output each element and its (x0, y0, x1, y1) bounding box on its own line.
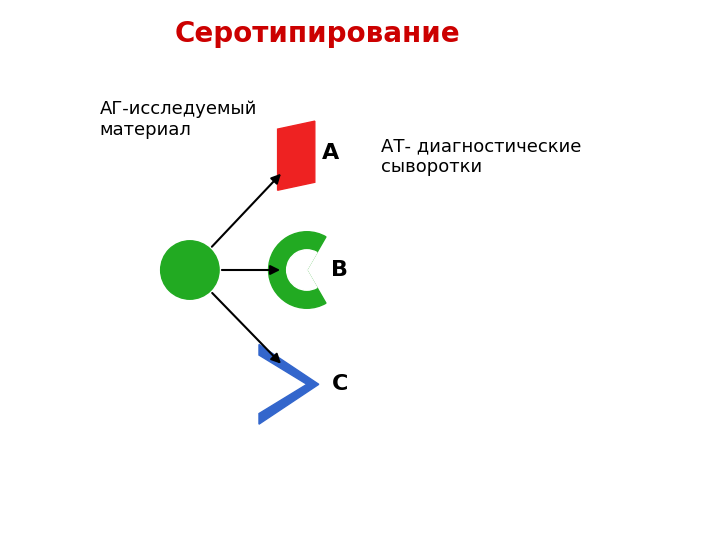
Polygon shape (259, 345, 319, 424)
Text: Серотипирование: Серотипирование (175, 20, 460, 48)
Text: АГ-исследуемый
материал: АГ-исследуемый материал (99, 100, 257, 139)
Wedge shape (269, 232, 326, 308)
Circle shape (161, 241, 219, 299)
Polygon shape (278, 121, 315, 190)
Text: А: А (322, 143, 339, 163)
Text: С: С (333, 374, 348, 394)
Text: АТ- диагностические
сыворотки: АТ- диагностические сыворотки (382, 137, 582, 176)
Wedge shape (287, 250, 317, 290)
Text: В: В (330, 260, 348, 280)
